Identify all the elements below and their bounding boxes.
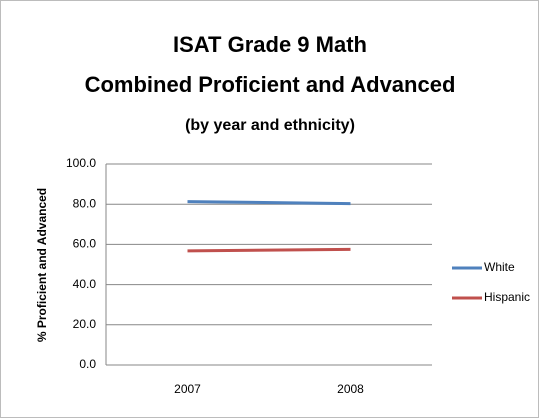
y-tick-label: 0.0	[79, 357, 96, 371]
chart-title: Combined Proficient and Advanced	[85, 72, 456, 97]
y-tick-label: 20.0	[73, 317, 97, 331]
chart-title: ISAT Grade 9 Math	[173, 32, 367, 57]
x-tick-label: 2008	[337, 382, 364, 396]
line-series	[187, 247, 351, 253]
y-axis-label: % Proficient and Advanced	[35, 188, 49, 342]
y-tick-label: 60.0	[73, 237, 97, 251]
line-series	[187, 200, 351, 206]
y-tick-label: 40.0	[73, 277, 97, 291]
legend-label: White	[484, 260, 515, 274]
y-tick-label: 100.0	[66, 156, 96, 170]
chart-subtitle: (by year and ethnicity)	[185, 117, 355, 134]
y-tick-label: 80.0	[73, 196, 97, 210]
legend-label: Hispanic	[484, 290, 530, 304]
x-tick-label: 2007	[174, 382, 201, 396]
